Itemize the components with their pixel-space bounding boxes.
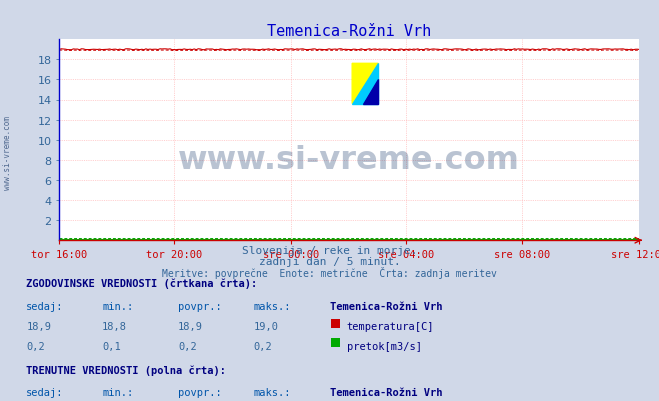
Text: sedaj:: sedaj: xyxy=(26,301,64,311)
Text: 18,8: 18,8 xyxy=(102,322,127,332)
Text: temperatura[C]: temperatura[C] xyxy=(347,322,434,332)
Text: www.si-vreme.com: www.si-vreme.com xyxy=(179,145,520,176)
Polygon shape xyxy=(352,64,378,104)
Polygon shape xyxy=(352,64,378,104)
Text: sedaj:: sedaj: xyxy=(26,387,64,397)
Text: 18,9: 18,9 xyxy=(178,322,203,332)
Text: 0,2: 0,2 xyxy=(26,341,45,351)
Title: Temenica-Rožni Vrh: Temenica-Rožni Vrh xyxy=(267,24,432,39)
Text: ZGODOVINSKE VREDNOSTI (črtkana črta):: ZGODOVINSKE VREDNOSTI (črtkana črta): xyxy=(26,278,258,289)
Text: 0,1: 0,1 xyxy=(102,341,121,351)
Text: povpr.:: povpr.: xyxy=(178,387,221,397)
Text: maks.:: maks.: xyxy=(254,301,291,311)
Text: 18,9: 18,9 xyxy=(26,322,51,332)
Text: Meritve: povprečne  Enote: metrične  Črta: zadnja meritev: Meritve: povprečne Enote: metrične Črta:… xyxy=(162,266,497,278)
Text: Slovenija / reke in morje.: Slovenija / reke in morje. xyxy=(242,245,417,255)
Text: www.si-vreme.com: www.si-vreme.com xyxy=(3,115,13,189)
Text: 0,2: 0,2 xyxy=(254,341,272,351)
Text: TRENUTNE VREDNOSTI (polna črta):: TRENUTNE VREDNOSTI (polna črta): xyxy=(26,365,226,375)
Polygon shape xyxy=(362,80,378,104)
Text: pretok[m3/s]: pretok[m3/s] xyxy=(347,341,422,351)
Text: 19,0: 19,0 xyxy=(254,322,279,332)
Text: Temenica-Rožni Vrh: Temenica-Rožni Vrh xyxy=(330,301,442,311)
Text: min.:: min.: xyxy=(102,387,133,397)
Text: zadnji dan / 5 minut.: zadnji dan / 5 minut. xyxy=(258,257,401,267)
Text: min.:: min.: xyxy=(102,301,133,311)
Text: povpr.:: povpr.: xyxy=(178,301,221,311)
Text: 0,2: 0,2 xyxy=(178,341,196,351)
Text: Temenica-Rožni Vrh: Temenica-Rožni Vrh xyxy=(330,387,442,397)
Text: maks.:: maks.: xyxy=(254,387,291,397)
